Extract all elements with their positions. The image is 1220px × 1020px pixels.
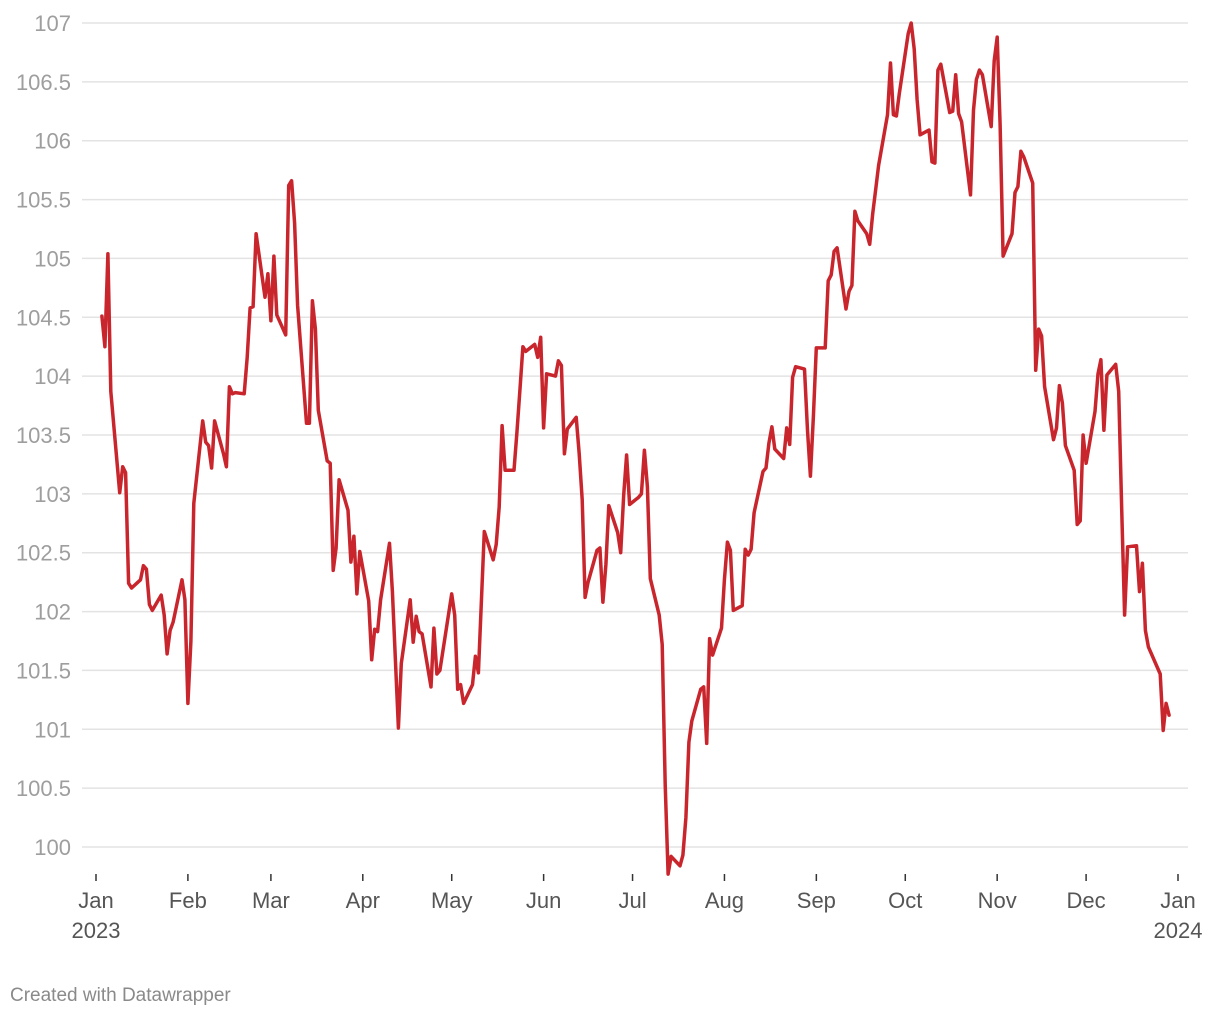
x-axis: Jan 2023 Feb Mar Apr May Jun Jul Aug Sep Oct Nov Dec… — [72, 874, 1203, 943]
y-tick-label: 106 — [34, 129, 71, 154]
y-axis-tick-labels: 100 100.5 101 101.5 102 102.5 103 103.5 104 104.5… — [16, 11, 71, 860]
x-tick-label: May — [431, 888, 473, 913]
datawrapper-credit: Created with Datawrapper — [10, 985, 231, 1006]
y-tick-label: 103.5 — [16, 423, 71, 448]
y-tick-label: 102.5 — [16, 541, 71, 566]
x-tick-label: Feb — [169, 888, 207, 913]
y-tick-label: 104.5 — [16, 305, 71, 330]
x-tick-year-label: 2023 — [72, 918, 121, 943]
y-tick-label: 102 — [34, 600, 71, 625]
y-tick-label: 104 — [34, 364, 71, 389]
y-gridlines — [82, 22, 1188, 848]
x-tick-label: Dec — [1067, 888, 1106, 913]
series-line — [100, 21, 1171, 876]
y-tick-label: 107 — [34, 11, 71, 36]
y-tick-label: 106.5 — [16, 70, 71, 95]
x-tick-label: Mar — [252, 888, 290, 913]
x-tick-label: Sep — [797, 888, 836, 913]
x-tick-label: Jul — [618, 888, 646, 913]
x-tick-label: Oct — [888, 888, 922, 913]
y-tick-label: 101 — [34, 717, 71, 742]
y-tick-label: 105.5 — [16, 188, 71, 213]
x-tick-year-label: 2024 — [1154, 918, 1203, 943]
y-tick-label: 101.5 — [16, 658, 71, 683]
series-layer — [100, 21, 1171, 876]
x-tick-label: Jan — [78, 888, 113, 913]
x-tick-label: Jan — [1160, 888, 1195, 913]
x-tick-label: Apr — [346, 888, 380, 913]
y-tick-label: 100.5 — [16, 776, 71, 801]
x-tick-label: Nov — [978, 888, 1017, 913]
y-tick-label: 105 — [34, 246, 71, 271]
y-tick-label: 103 — [34, 482, 71, 507]
y-tick-label: 100 — [34, 835, 71, 860]
x-tick-label: Jun — [526, 888, 561, 913]
x-tick-label: Aug — [705, 888, 744, 913]
